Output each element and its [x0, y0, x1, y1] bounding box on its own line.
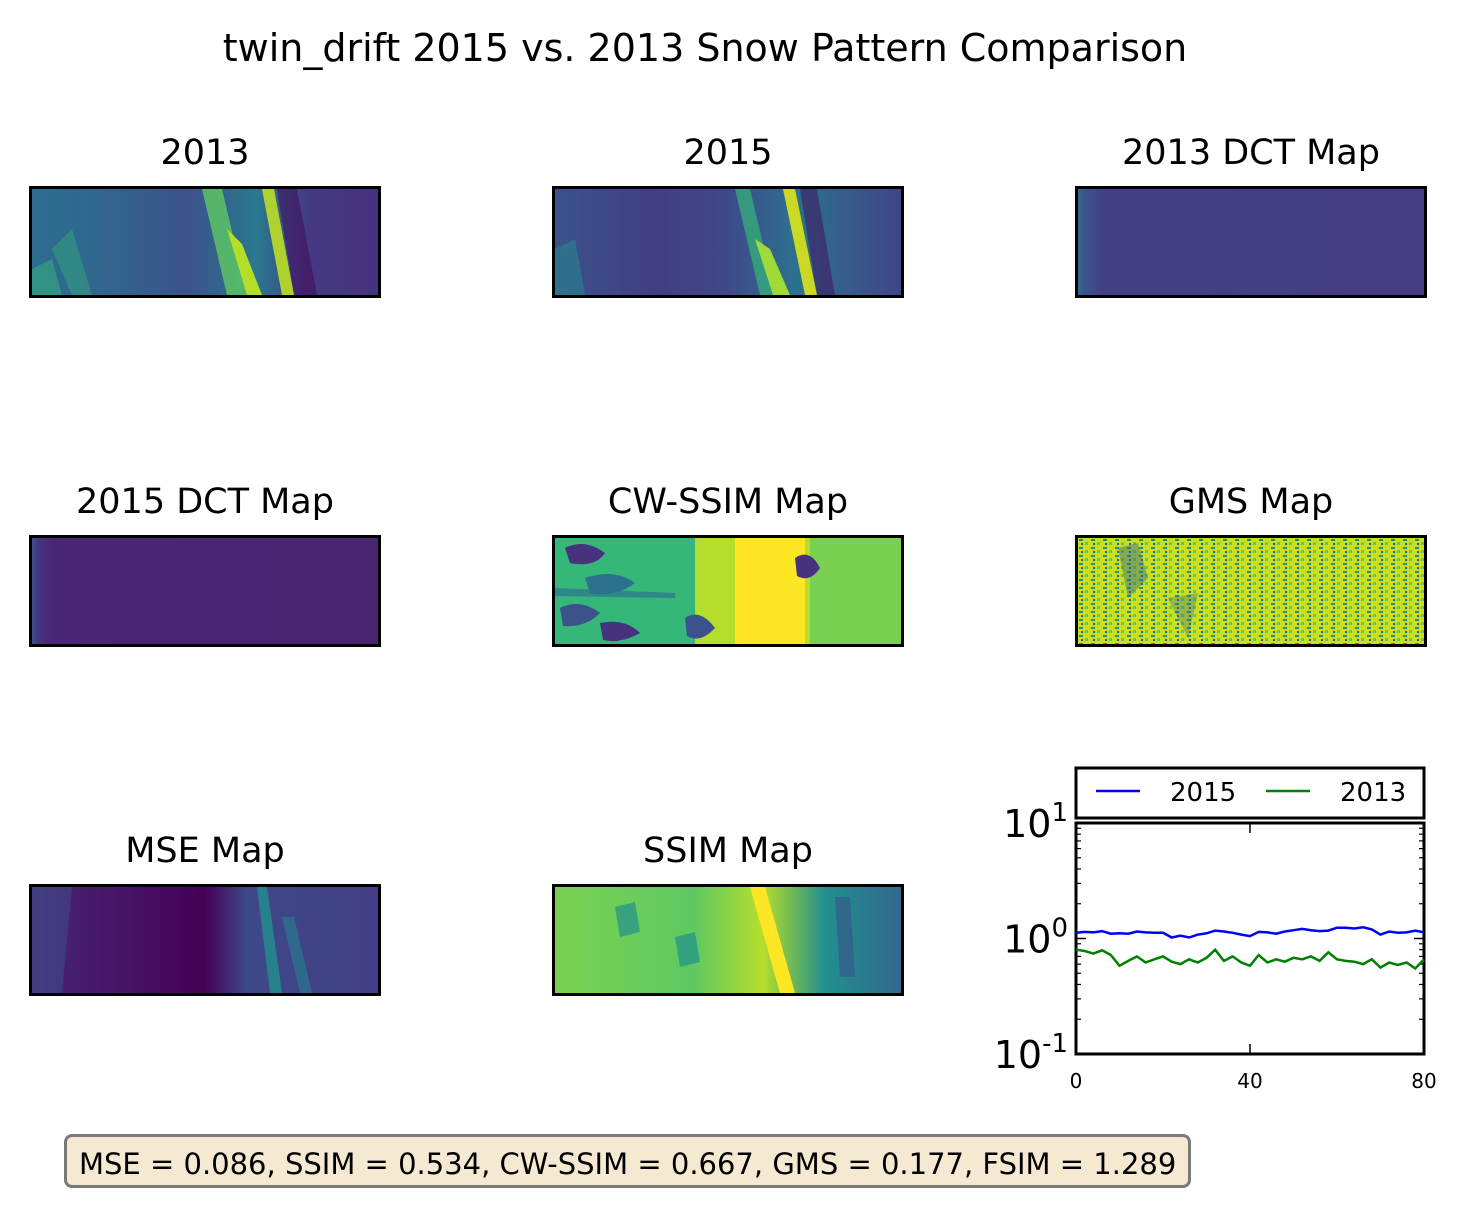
- metrics-summary-box: MSE = 0.086, SSIM = 0.534, CW-SSIM = 0.6…: [64, 1134, 1192, 1188]
- y-tick-label: 100: [1003, 914, 1068, 962]
- panel-title-cwssim: CW-SSIM Map: [607, 482, 849, 522]
- panel-dct-2013: [1075, 186, 1427, 298]
- legend: 2015 2013: [1074, 766, 1426, 820]
- x-tick-label: 80: [1411, 1069, 1436, 1093]
- panel-snow-2015: [552, 186, 904, 298]
- panel-cwssim-map: [552, 535, 904, 647]
- panel-gms-map: [1075, 535, 1427, 647]
- panel-dct-2015: [29, 535, 381, 647]
- panel-title-ssim: SSIM Map: [643, 831, 813, 871]
- legend-label-2015: 2015: [1170, 778, 1236, 808]
- panel-title-2013-dct: 2013 DCT Map: [1122, 133, 1380, 173]
- panel-title-2013: 2013: [160, 133, 250, 173]
- line-chart: 2015 2013 101 100 10-10 40 80: [994, 766, 1437, 1093]
- panel-snow-2013: [29, 186, 381, 298]
- y-tick-label: 10-1: [994, 1029, 1068, 1077]
- panel-title-2015: 2015: [683, 133, 773, 173]
- panel-mse-map: [29, 884, 381, 996]
- legend-frame: [1074, 766, 1426, 820]
- panel-ssim-map: [552, 884, 904, 996]
- panel-title-2015-dct: 2015 DCT Map: [76, 482, 334, 522]
- series-line-2015: [1075, 926, 1425, 939]
- x-tick-label: 0: [1070, 1069, 1083, 1093]
- series-line-2013: [1075, 947, 1425, 971]
- panel-title-mse: MSE Map: [125, 831, 285, 871]
- figure-title: twin_drift 2015 vs. 2013 Snow Pattern Co…: [222, 26, 1188, 70]
- y-tick-label: 101: [1003, 798, 1068, 846]
- x-tick-label: 40: [1237, 1069, 1262, 1093]
- legend-label-2013: 2013: [1340, 778, 1406, 808]
- plot-frame: [1074, 821, 1426, 1056]
- plot-area: 101 100 10-10 40 80: [994, 798, 1437, 1093]
- panel-title-gms: GMS Map: [1168, 482, 1334, 522]
